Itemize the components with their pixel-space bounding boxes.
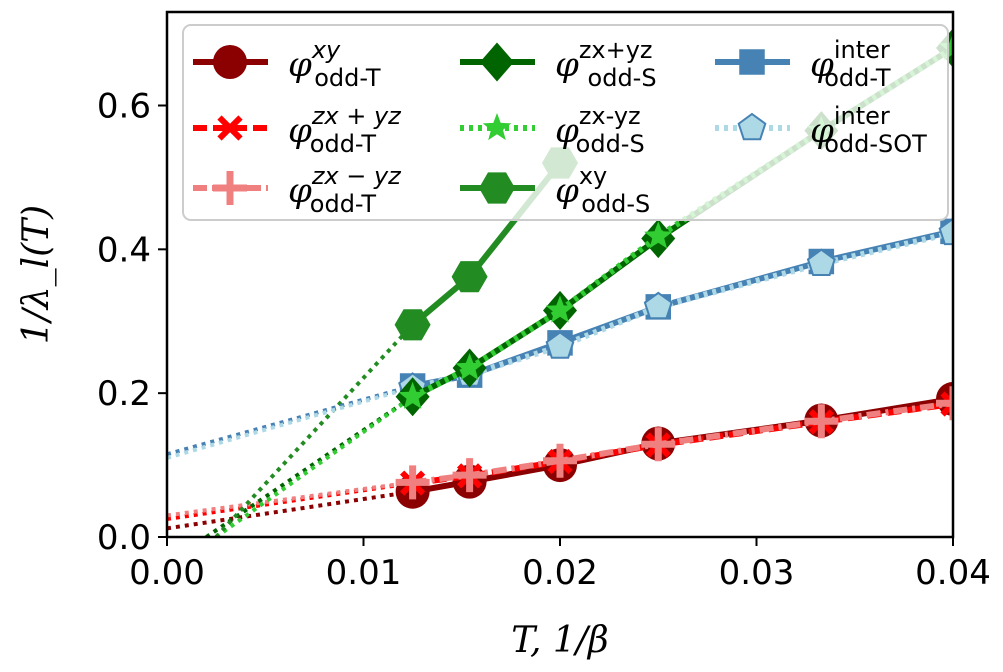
- legend-marker-odd-T-zx+yz: [217, 115, 243, 141]
- data-point-odd-T-zx-yz-2: [543, 443, 577, 478]
- legend-entry-odd-S-zx-yz: φzx-yz odd-S: [460, 102, 645, 158]
- data-point-odd-S-zx-yz-1: [455, 353, 484, 381]
- y-tick-label: 0.4: [97, 230, 151, 270]
- data-point-odd-SOT-inter-2: [545, 331, 575, 359]
- legend-label: φzx + yz odd-T: [288, 102, 402, 158]
- data-point-odd-S-zx-yz-0: [398, 381, 427, 409]
- legend-label: φzx-yz odd-S: [555, 102, 645, 158]
- legend-label: φzx+yz odd-S: [555, 36, 657, 92]
- legend-entry-odd-T-xy: φxy odd-T: [193, 36, 381, 92]
- x-tick-label: 0.00: [129, 553, 205, 593]
- axis-ticks: 0.00 0.01 0.02 0.03 0.04 0.0 0.2 0.4 0.6: [97, 86, 991, 593]
- series-odd-T-zx-yz: [395, 386, 953, 500]
- legend-marker-odd-T-zx-yz: [213, 171, 247, 205]
- legend-marker-odd-T-inter: [739, 49, 765, 75]
- x-tick-label: 0.02: [522, 553, 598, 593]
- legend-label: φxy odd-T: [288, 36, 381, 92]
- legend-entry-odd-S-zx+yz: φzx+yz odd-S: [460, 36, 657, 92]
- series-odd-T-xy: [395, 381, 953, 509]
- x-tick-label: 0.03: [719, 553, 795, 593]
- data-point-odd-S-zx-yz-2: [545, 295, 575, 323]
- data-point-odd-SOT-inter-4: [806, 248, 836, 276]
- data-point-odd-S-xy-1: [451, 261, 488, 293]
- extrapolation-line-odd-S-zx-yz: [214, 395, 414, 537]
- data-point-odd-S-xy-0: [394, 309, 431, 341]
- legend-marker-odd-S-xy: [479, 172, 515, 204]
- extrapolation-line-odd-T-inter: [167, 384, 414, 457]
- legend-entry-odd-T-zx+yz: φzx + yz odd-T: [193, 102, 402, 158]
- y-axis-label: 1/λ_l(T): [16, 205, 57, 344]
- data-point-odd-T-zx-yz-0: [395, 465, 430, 500]
- legend-entry-odd-SOT-inter: φinter odd-SOT: [715, 102, 927, 158]
- legend-label: φzx − yz odd-T: [288, 162, 402, 218]
- extrapolation-line-odd-SOT-inter: [167, 385, 414, 460]
- data-point-odd-T-zx-yz-4: [804, 404, 839, 439]
- legend-marker-odd-SOT-inter: [737, 112, 767, 141]
- data-point-odd-SOT-inter-3: [643, 291, 673, 320]
- legend-label: φinter odd-T: [810, 36, 891, 92]
- x-tick-label: 0.04: [915, 553, 991, 593]
- legend-entry-odd-S-xy: φxy odd-S: [460, 162, 650, 218]
- legend-entry-odd-T-inter: φinter odd-T: [715, 36, 891, 92]
- series-line-odd-SOT-inter: [411, 229, 953, 391]
- y-tick-label: 0.2: [97, 374, 151, 414]
- data-point-odd-S-zx-yz-3: [644, 221, 673, 249]
- legend-marker-odd-S-zx+yz: [480, 42, 514, 82]
- extrapolation-line-odd-S-xy: [214, 323, 415, 537]
- x-axis-label: T, 1/β: [511, 620, 608, 661]
- legend-label: φxy odd-S: [555, 162, 650, 218]
- data-point-odd-T-zx-yz-1: [452, 458, 487, 493]
- data-point-odd-T-zx-yz-3: [641, 427, 676, 462]
- y-tick-label: 0.6: [97, 86, 151, 126]
- legend-marker-odd-S-zx-yz: [482, 113, 512, 141]
- legend-marker-odd-T-xy: [213, 45, 247, 79]
- legend-entry-odd-T-zx-yz: φzx − yz odd-T: [193, 162, 402, 218]
- data-point-odd-T-zx-yz-5: [936, 386, 953, 421]
- series-line-odd-T-zx-yz: [412, 400, 953, 486]
- data-point-odd-SOT-inter-5: [938, 217, 953, 246]
- y-tick-label: 0.0: [97, 518, 151, 558]
- x-tick-label: 0.01: [326, 553, 402, 593]
- legend-label: φinter odd-SOT: [810, 102, 927, 158]
- data-point-odd-T-zx+yz-5: [940, 391, 953, 417]
- extrapolation-lines: [167, 323, 415, 537]
